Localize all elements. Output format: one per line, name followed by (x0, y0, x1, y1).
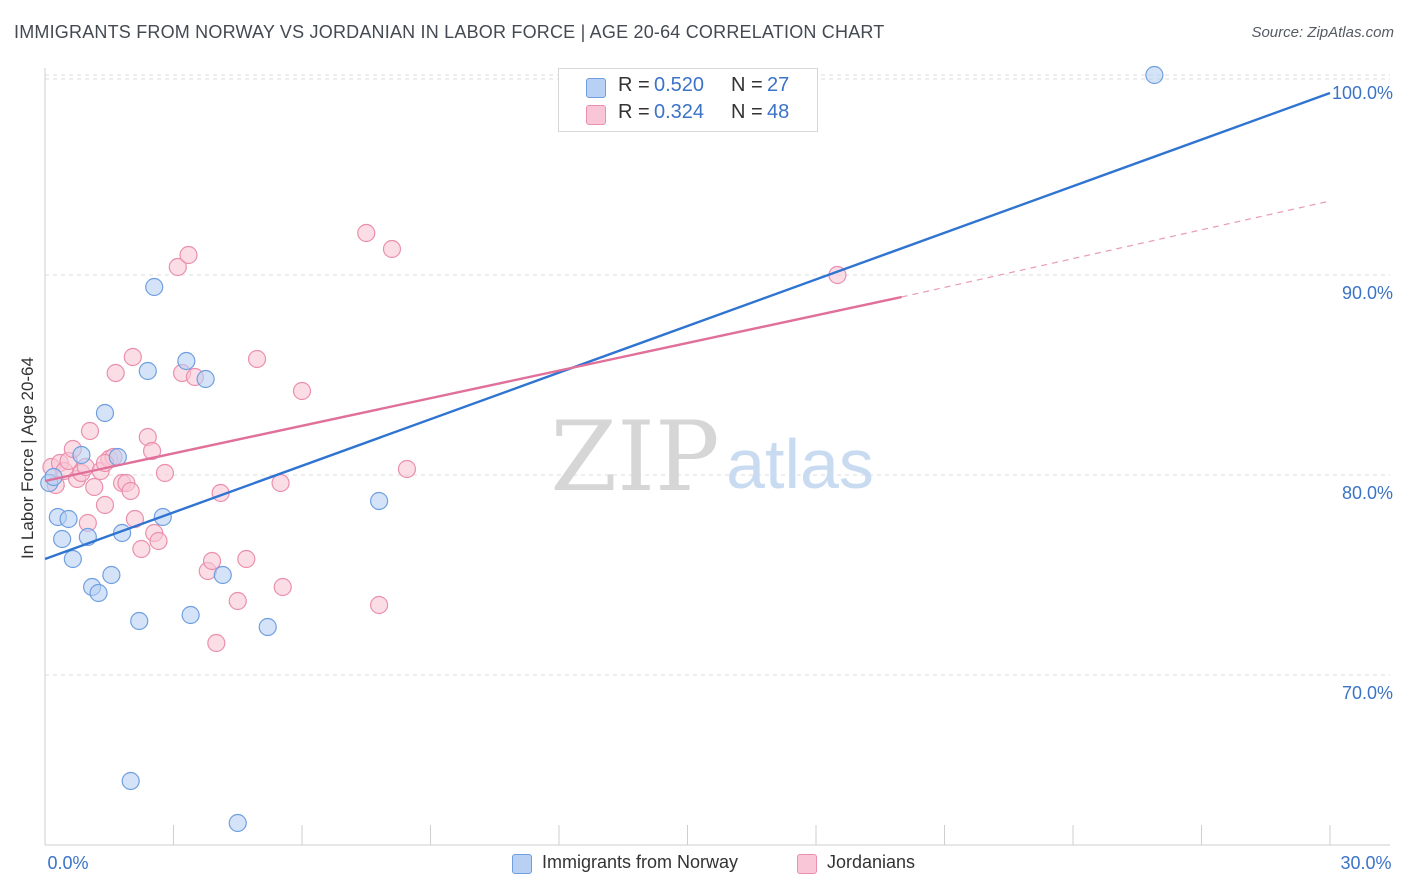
norway-point-6[interactable] (72, 445, 91, 465)
y-tick-label-2: 90.0% (1342, 283, 1393, 303)
chart-title: IMMIGRANTS FROM NORWAY VS JORDANIAN IN L… (14, 22, 885, 42)
jordan-point-24[interactable] (142, 441, 162, 461)
jordan-point-36[interactable] (228, 591, 247, 611)
norway-point-3[interactable] (53, 529, 72, 549)
jordan-point-39[interactable] (271, 473, 290, 493)
r-label: R = (618, 74, 650, 96)
norway-point-15[interactable] (138, 361, 157, 381)
n-label: N = (731, 101, 763, 123)
legend-norway-swatch (512, 854, 532, 874)
norway-point-10[interactable] (95, 403, 115, 423)
y-axis-label: In Labor Force | Age 20-64 (18, 357, 37, 559)
jordan-point-16[interactable] (106, 363, 125, 383)
axis-layer (44, 68, 1390, 846)
norway-point-20[interactable] (196, 369, 215, 389)
y-tick-label-3: 100.0% (1332, 83, 1393, 103)
jordan-point-13[interactable] (95, 495, 115, 515)
jordan-trend-extension (901, 200, 1331, 298)
jordan-point-43[interactable] (370, 595, 389, 615)
norway-point-22[interactable] (228, 813, 247, 833)
x-tick-label-right: 30.0% (1340, 853, 1391, 873)
jordan-point-42[interactable] (357, 223, 376, 243)
jordan-point-19[interactable] (121, 481, 140, 501)
norway-trend-line (44, 91, 1331, 561)
jordan-point-41[interactable] (292, 381, 312, 401)
watermark-atlas: atlas (726, 425, 874, 503)
stats-row-norway: R = 0.520 N = 27 (559, 73, 817, 101)
jordan-point-37[interactable] (237, 549, 256, 569)
norway-point-5[interactable] (63, 549, 82, 569)
norway-point-14[interactable] (130, 611, 149, 631)
y-tick-label-0: 70.0% (1342, 683, 1393, 703)
jordan-trend-line (44, 295, 902, 483)
jordan-point-29[interactable] (179, 245, 198, 265)
jordan-swatch (586, 105, 606, 125)
norway-point-11[interactable] (102, 565, 121, 585)
y-tick-label-1: 80.0% (1342, 483, 1393, 503)
trend-layer (44, 91, 1331, 561)
jordan-point-34[interactable] (207, 633, 226, 653)
jordan-point-10[interactable] (80, 421, 100, 441)
watermark-layer: ZIP atlas (550, 401, 874, 513)
legend-jordan-swatch (797, 854, 817, 874)
legend-jordan-label: Jordanians (827, 852, 916, 872)
watermark-zip: ZIP (550, 401, 719, 513)
norway-point-21[interactable] (213, 565, 232, 585)
jordan-point-26[interactable] (149, 531, 168, 551)
norway-point-4[interactable] (59, 509, 78, 529)
norway-point-23[interactable] (258, 617, 277, 637)
jordan-point-11[interactable] (85, 477, 104, 497)
jordan-point-38[interactable] (247, 349, 267, 369)
jordan-point-40[interactable] (273, 577, 292, 597)
x-tick-labels: 0.0% 30.0% (47, 853, 1391, 873)
stats-row-jordan: R = 0.324 N = 48 (559, 100, 817, 128)
jordan-point-27[interactable] (155, 463, 175, 483)
n-value: 48 (767, 101, 790, 123)
norway-point-16[interactable] (145, 277, 164, 297)
norway-point-26[interactable] (1145, 65, 1164, 85)
jordan-point-28[interactable] (168, 257, 187, 277)
r-label: R = (618, 101, 650, 123)
norway-point-19[interactable] (181, 605, 200, 625)
chart-source: Source: ZipAtlas.com (1251, 24, 1394, 41)
norway-point-9[interactable] (89, 583, 108, 603)
n-value: 27 (767, 74, 790, 96)
norway-point-24[interactable] (370, 491, 389, 511)
legend-norway-label: Immigrants from Norway (542, 852, 739, 872)
jordan-point-45[interactable] (397, 459, 417, 479)
n-label: N = (731, 74, 763, 96)
x-tick-label-left: 0.0% (47, 853, 88, 873)
r-value: 0.520 (654, 74, 705, 96)
norway-point-18[interactable] (177, 351, 196, 371)
jordan-point-22[interactable] (132, 539, 151, 559)
jordan-point-33[interactable] (202, 551, 222, 571)
r-value: 0.324 (654, 101, 705, 123)
jordan-point-44[interactable] (382, 239, 402, 259)
grid-layer (45, 74, 1390, 676)
norway-point-25[interactable] (121, 771, 140, 791)
stats-box: R = 0.520 N = 27 R = 0.324 N = 48 (558, 68, 818, 132)
y-tick-labels: 70.0% 80.0% 90.0% 100.0% (1332, 83, 1393, 703)
jordan-point-20[interactable] (123, 347, 142, 367)
norway-swatch (586, 78, 606, 98)
